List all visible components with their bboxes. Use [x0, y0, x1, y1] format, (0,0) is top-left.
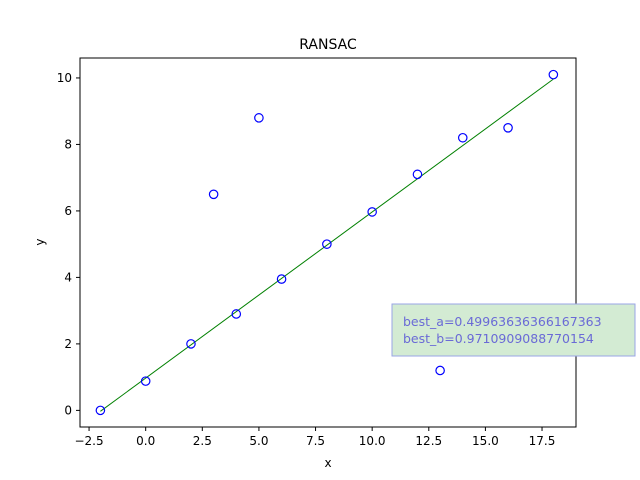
y-axis-ticks: 0 2 4 6 8 10 — [57, 71, 80, 417]
data-point — [254, 113, 264, 123]
y-tick-label: 8 — [64, 137, 72, 151]
axes-frame — [79, 57, 577, 428]
data-point — [322, 239, 332, 249]
x-axis-ticks: −2.5 0.0 2.5 5.0 7.5 10.0 12.5 15.0 17.5 — [74, 427, 555, 448]
fit-line-layer — [100, 78, 554, 412]
x-tick-label: 12.5 — [415, 434, 442, 448]
fit-params-annotation: best_a=0.49963636366167363 best_b=0.9710… — [391, 303, 636, 357]
y-tick-label: 0 — [64, 403, 72, 417]
x-axis-label: x — [324, 456, 331, 470]
data-point — [457, 132, 468, 143]
annotation-best-a: best_a=0.49963636366167363 — [403, 314, 602, 329]
data-point — [276, 274, 287, 284]
x-tick-label: 0.0 — [136, 434, 155, 448]
x-tick-label: 7.5 — [306, 434, 325, 448]
data-points-layer — [95, 69, 559, 416]
annotation-box — [391, 303, 636, 357]
data-point — [367, 207, 377, 217]
y-tick-label: 4 — [64, 270, 72, 284]
data-point — [140, 376, 151, 386]
data-point — [503, 123, 513, 133]
y-tick-label: 2 — [64, 337, 72, 351]
x-tick-label: 2.5 — [193, 434, 212, 448]
fit-line — [100, 78, 554, 412]
x-tick-label: 10.0 — [359, 434, 386, 448]
annotation-best-b: best_b=0.9710909088770154 — [403, 331, 594, 346]
x-tick-label: −2.5 — [74, 434, 103, 448]
data-point — [186, 339, 196, 349]
data-point — [412, 169, 423, 180]
x-tick-label: 17.5 — [529, 434, 556, 448]
data-point — [548, 69, 559, 80]
plot-area — [79, 57, 577, 428]
y-tick-label: 10 — [57, 71, 72, 85]
y-tick-label: 6 — [64, 204, 72, 218]
y-axis-label: y — [33, 238, 47, 245]
chart-title: RANSAC — [299, 37, 357, 53]
x-tick-label: 15.0 — [472, 434, 499, 448]
data-point — [231, 309, 242, 319]
x-tick-label: 5.0 — [249, 434, 268, 448]
data-point — [435, 365, 445, 376]
data-point — [95, 405, 106, 416]
data-point — [208, 189, 219, 200]
